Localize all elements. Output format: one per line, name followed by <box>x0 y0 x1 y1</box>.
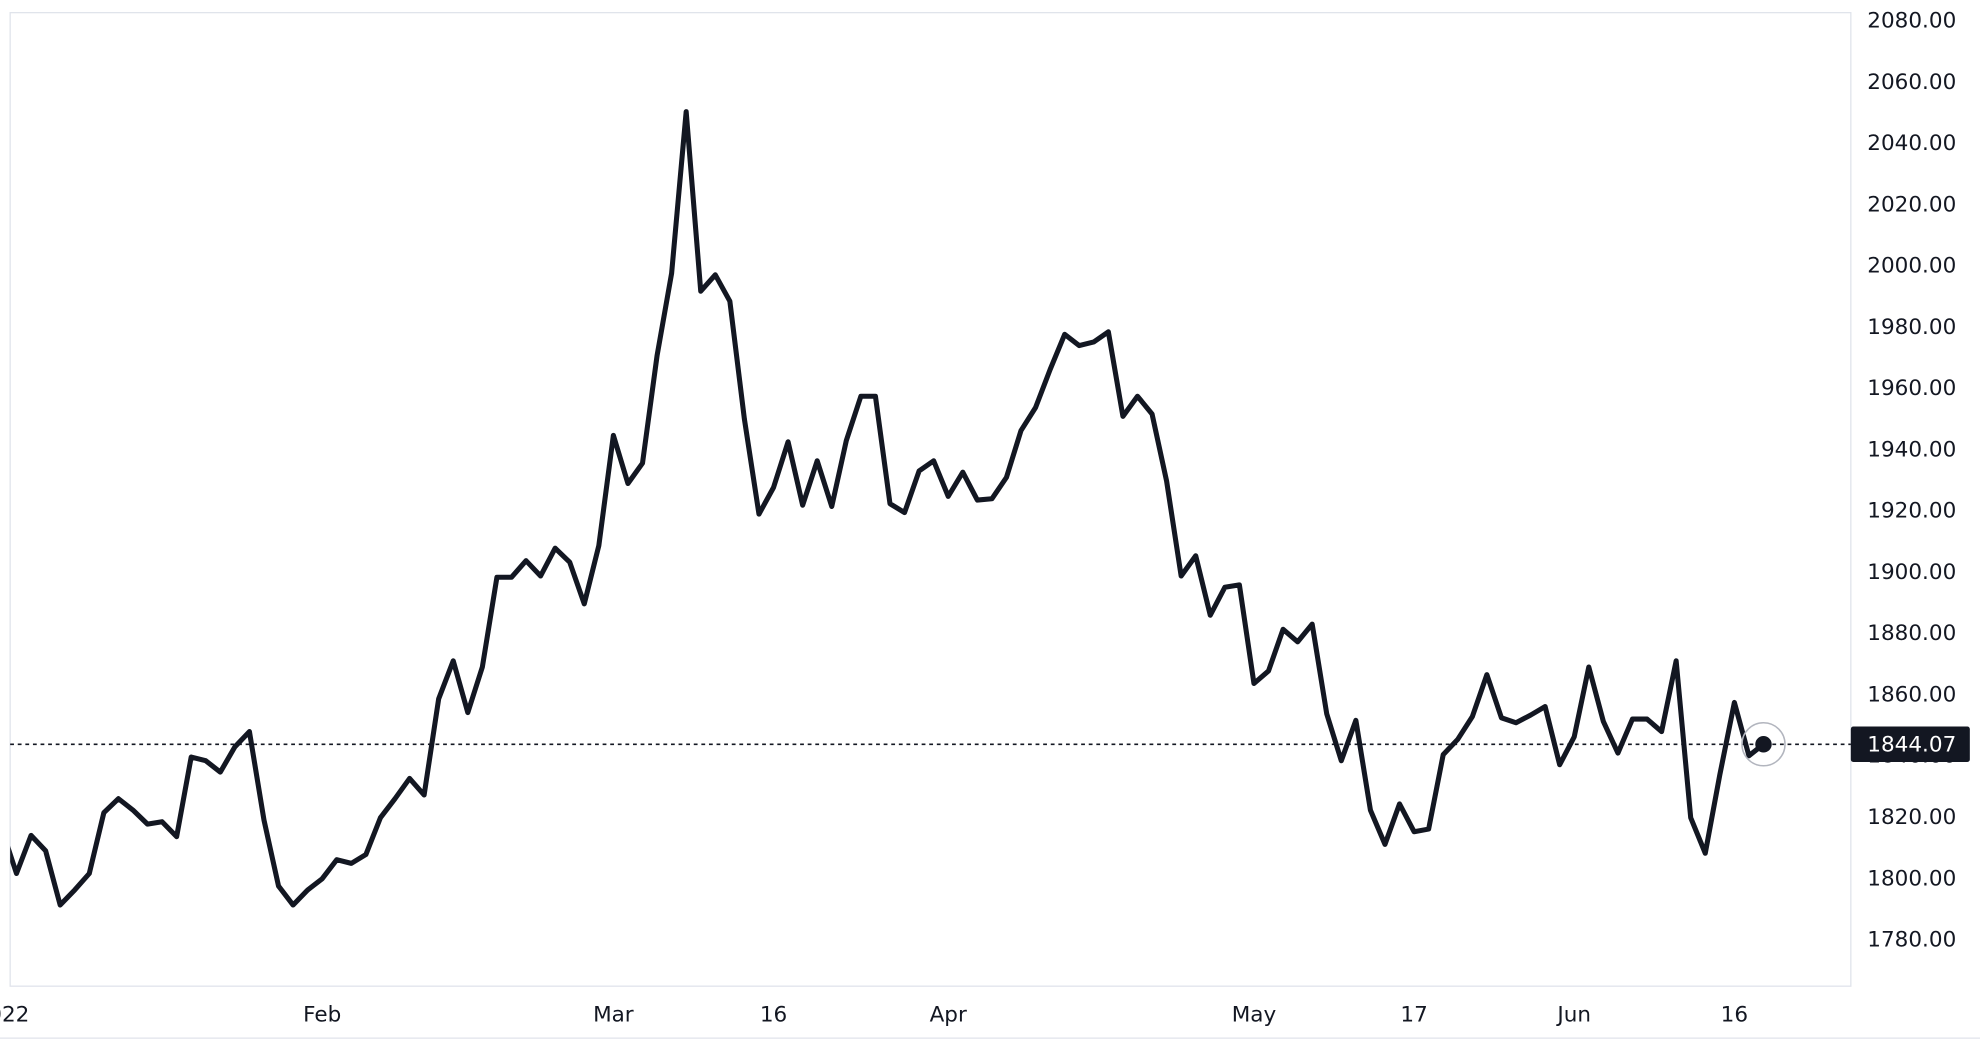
x-tick-label: Apr <box>930 1002 967 1027</box>
plot-area <box>10 109 1766 908</box>
last-price-badge <box>1850 726 1970 762</box>
y-tick-label: 1960.00 <box>1867 376 1956 401</box>
last-price-label: 1844.07 <box>1867 733 1956 758</box>
x-tick-label: Mar <box>593 1002 634 1027</box>
y-tick-label: 2020.00 <box>1867 192 1956 217</box>
y-tick-label: 1940.00 <box>1867 437 1956 462</box>
x-tick-label: Feb <box>303 1002 341 1027</box>
y-tick-label: 1900.00 <box>1867 560 1956 585</box>
x-tick-label: 2022 <box>0 1002 29 1027</box>
y-tick-label: 1800.00 <box>1867 866 1956 891</box>
x-tick-label: 16 <box>1721 1002 1748 1027</box>
price-line <box>10 109 1766 908</box>
y-tick-label: 1820.00 <box>1867 805 1956 830</box>
x-tick-label: 17 <box>1400 1002 1427 1027</box>
y-tick-label: 2060.00 <box>1867 70 1956 95</box>
y-tick-label: 1860.00 <box>1867 682 1956 707</box>
y-tick-label: 1780.00 <box>1867 928 1956 953</box>
x-tick-label: May <box>1232 1002 1277 1027</box>
y-tick-label: 2000.00 <box>1867 254 1956 279</box>
x-tick-label: Jun <box>1555 1002 1591 1027</box>
last-price-dot <box>1755 736 1772 753</box>
y-tick-label: 1880.00 <box>1867 621 1956 646</box>
y-tick-label: 1920.00 <box>1867 499 1956 524</box>
y-tick-label: 1980.00 <box>1867 315 1956 340</box>
last-price-halo <box>1741 721 1786 767</box>
x-tick-label: 16 <box>760 1002 787 1027</box>
y-tick-label: 2080.00 <box>1867 9 1956 34</box>
plot-frame <box>9 12 1852 987</box>
y-tick-label: 2040.00 <box>1867 131 1956 156</box>
